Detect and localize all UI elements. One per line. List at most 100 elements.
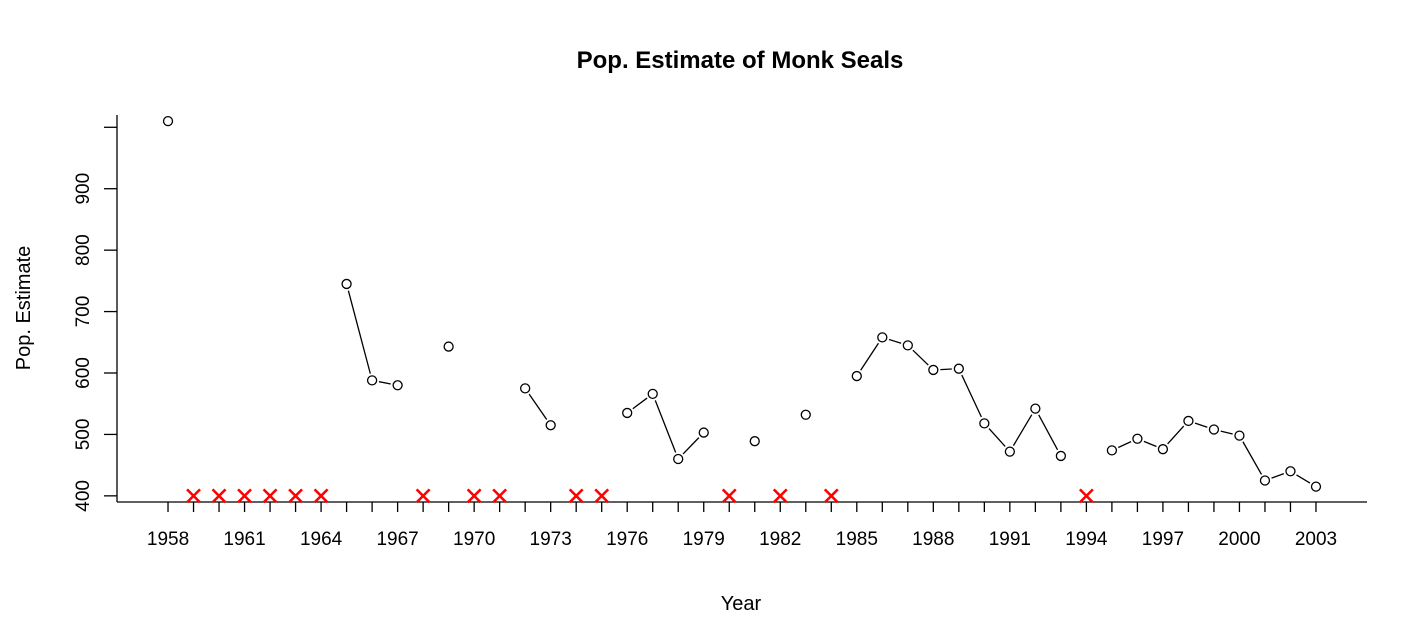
series-line-segment <box>860 342 879 371</box>
series-line-segment <box>347 290 371 374</box>
series-line-segment <box>1242 441 1263 475</box>
series-lines <box>347 290 1311 484</box>
data-point <box>1310 481 1322 492</box>
data-point <box>1030 403 1041 414</box>
x-tick-label: 1961 <box>223 529 265 550</box>
missing-year-marker <box>313 488 329 504</box>
data-point <box>851 370 862 382</box>
missing-year-marker <box>568 488 584 504</box>
data-point <box>647 388 658 400</box>
y-tick-label: 900 <box>73 173 94 205</box>
x-marker-stroke <box>721 488 737 504</box>
x-axis-label: Year <box>721 593 762 615</box>
data-point <box>1132 433 1143 444</box>
chart-title: Pop. Estimate of Monk Seals <box>577 47 904 74</box>
series-line-segment <box>961 374 982 418</box>
missing-year-marker <box>772 488 788 504</box>
x-tick-label: 1964 <box>300 529 343 550</box>
missing-year-marker <box>466 488 482 504</box>
data-point <box>341 278 352 290</box>
data-point <box>928 364 939 376</box>
x-marker-stroke <box>288 488 303 504</box>
data-point <box>979 418 990 429</box>
x-marker-stroke <box>237 488 252 504</box>
y-axis-label: Pop. Estimate <box>13 246 35 371</box>
series-line-segment <box>632 397 648 410</box>
data-point <box>953 363 964 374</box>
x-marker-stroke <box>1078 488 1094 504</box>
series-line-segment <box>1012 414 1033 446</box>
data-point <box>443 341 454 352</box>
missing-year-marker <box>1078 488 1094 504</box>
series-line-segment <box>1296 474 1311 484</box>
data-point <box>1285 466 1296 477</box>
missing-year-marker <box>288 488 303 504</box>
series-line-segment <box>1038 414 1059 451</box>
x-marker-stroke <box>186 488 201 504</box>
data-point <box>1106 445 1118 456</box>
missing-year-marker <box>415 488 431 504</box>
axes: 1958 1961 1964 1967 1970 1973 1976 1979 1982 1985… <box>73 115 1367 550</box>
series-line-segment <box>1194 422 1208 428</box>
x-tick-label: 1988 <box>912 529 954 550</box>
series-line-segment <box>940 368 952 371</box>
missing-markers <box>186 488 1094 504</box>
series-line-segment <box>1143 440 1157 448</box>
data-point <box>800 409 811 420</box>
x-tick-label: 1958 <box>147 529 189 550</box>
y-tick-label: 800 <box>73 234 94 266</box>
data-point <box>1004 446 1016 457</box>
x-tick-label: 1970 <box>453 529 495 550</box>
y-tick-label: 400 <box>73 480 94 512</box>
y-tick-label: 700 <box>73 296 94 328</box>
x-tick-label: 1967 <box>376 529 418 550</box>
x-tick-label: 2003 <box>1295 529 1337 550</box>
x-tick-label: 1976 <box>606 529 648 550</box>
missing-year-marker <box>262 488 278 504</box>
x-marker-stroke <box>594 488 610 504</box>
series-line-segment <box>888 338 902 344</box>
x-tick-label: 1985 <box>836 529 878 550</box>
series-line-segment <box>912 349 929 366</box>
data-point <box>749 436 760 447</box>
data-point <box>1208 424 1220 435</box>
series-line-segment <box>1220 430 1233 435</box>
missing-year-marker <box>237 488 252 504</box>
x-marker-stroke <box>772 488 788 504</box>
data-point <box>1183 415 1194 427</box>
data-point <box>698 427 709 438</box>
x-tick-label: 1997 <box>1142 529 1184 550</box>
x-tick-label: 1991 <box>989 529 1031 550</box>
missing-year-marker <box>186 488 201 504</box>
missing-year-marker <box>492 488 508 504</box>
series-line-segment <box>988 428 1006 447</box>
series-line-segment <box>682 437 700 455</box>
x-marker-stroke <box>415 488 431 504</box>
x-tick-label: 1979 <box>683 529 725 550</box>
x-tick-label: 1982 <box>759 529 801 550</box>
series-line-segment <box>1271 473 1285 479</box>
x-marker-stroke <box>568 488 584 504</box>
data-point <box>622 407 633 419</box>
data-point <box>1157 444 1169 455</box>
data-point <box>545 420 556 431</box>
missing-year-marker <box>823 488 839 504</box>
series-line-segment <box>1167 425 1185 445</box>
data-point <box>902 340 913 351</box>
data-point <box>1055 450 1067 462</box>
missing-year-marker <box>721 488 737 504</box>
series-line-segment <box>378 381 391 385</box>
x-marker-stroke <box>211 488 227 504</box>
data-point <box>1234 430 1245 441</box>
series-points <box>162 115 1322 492</box>
data-point <box>1259 475 1271 486</box>
series-line-segment <box>1117 441 1132 449</box>
data-point <box>162 115 174 127</box>
data-point <box>877 332 888 343</box>
x-tick-label: 1973 <box>530 529 572 550</box>
x-marker-stroke <box>823 488 839 504</box>
series-line-segment <box>528 393 548 420</box>
missing-year-marker <box>594 488 610 504</box>
data-point <box>392 380 403 391</box>
